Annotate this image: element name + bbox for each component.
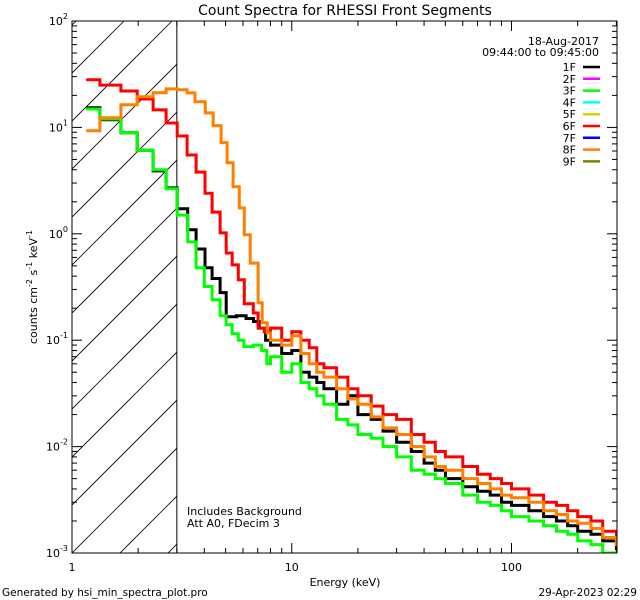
legend-label-3F: 3F	[563, 85, 576, 98]
legend-label-7F: 7F	[563, 132, 576, 145]
hatch-line	[216, 0, 640, 553]
y-tick-label: 102	[49, 12, 68, 28]
y-tick-label: 101	[49, 118, 68, 134]
legend-time-range: 09:44:00 to 09:45:00	[482, 46, 599, 59]
series-group	[86, 78, 617, 553]
hatch-line	[72, 159, 177, 266]
hatch-line	[600, 0, 640, 553]
y-tick-label: 100	[49, 225, 68, 241]
y-tick-label: 10-1	[46, 331, 68, 347]
x-tick-label: 100	[501, 561, 522, 574]
plot-frame	[71, 20, 618, 554]
series-3F	[86, 107, 617, 553]
hatch-line	[72, 447, 177, 553]
legend-date: 18-Aug-2017	[528, 35, 599, 48]
hatch-line	[72, 21, 173, 122]
x-tick-label: 10	[285, 561, 299, 574]
annotation-background: Includes Background	[187, 505, 302, 518]
series-6F	[86, 78, 617, 543]
annotation-attenuator: Att A0, FDecim 3	[187, 517, 280, 530]
series-8F	[86, 87, 617, 547]
tick-labels: 1 10 100 102 101 100 10-1 10-2 10-3	[46, 12, 522, 574]
legend-label-5F: 5F	[563, 108, 576, 121]
hatch-line	[72, 351, 177, 458]
hatch-line	[72, 399, 177, 506]
legend-label-9F: 9F	[563, 155, 576, 168]
hatch-line	[0, 0, 96, 553]
hatch-line	[72, 207, 177, 314]
legend-label-6F: 6F	[563, 120, 576, 133]
x-tick-label: 1	[69, 561, 76, 574]
hatch-line	[72, 63, 177, 170]
hatch-line	[360, 0, 640, 553]
x-axis-label: Energy (keV)	[310, 576, 381, 589]
y-axis-label: counts cm-2 s-1 keV-1	[25, 230, 40, 344]
excluded-energy-hatch	[0, 0, 640, 553]
chart-title: Count Spectra for RHESSI Front Segments	[198, 3, 492, 19]
footer-timestamp: 29-Apr-2023 02:29	[538, 587, 637, 599]
y-tick-label: 10-3	[46, 544, 68, 560]
footer-generated-by: Generated by hsi_min_spectra_plot.pro	[2, 587, 208, 599]
axis-ticks	[71, 21, 617, 554]
legend-label-1F: 1F	[563, 61, 576, 74]
legend-label-8F: 8F	[563, 144, 576, 157]
hatch-line	[72, 21, 125, 74]
hatch-line	[72, 111, 177, 218]
legend-label-2F: 2F	[563, 73, 576, 86]
legend-label-4F: 4F	[563, 96, 576, 109]
y-tick-label: 10-2	[46, 438, 68, 454]
